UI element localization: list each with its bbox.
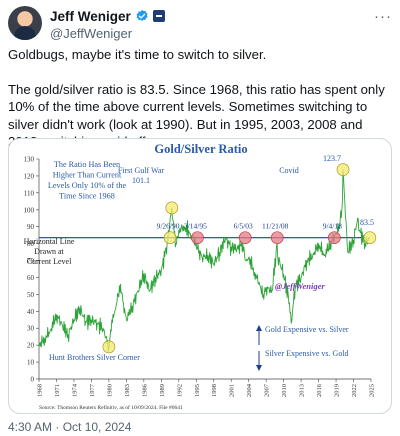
gulf-war-value: 101.1 (132, 176, 150, 185)
chart-title: Gold/Silver Ratio (154, 142, 247, 156)
event-marker-circle (238, 231, 252, 245)
event-marker-label: 9/26/90 (157, 222, 180, 231)
series-line (38, 169, 371, 353)
author-handle[interactable]: @JeffWeniger (50, 26, 133, 41)
event-marker-circle (270, 231, 284, 245)
silver-expensive-label: Silver Expensive vs. Gold (265, 349, 349, 358)
event-marker-circle (336, 163, 350, 177)
callout-text: The Ratio Has Been Higher Than Current Lev… (48, 160, 127, 201)
event-marker-label: 3/14/95 (184, 222, 207, 231)
callout-label: The Ratio Has Been Higher Than Current Lev… (48, 160, 127, 201)
y-tick-label: 0 (31, 376, 35, 384)
x-tick-label: 1977 (89, 383, 96, 397)
avatar[interactable] (8, 6, 42, 40)
covid-label: Covid (279, 166, 299, 175)
x-tick-label: 2025 (369, 384, 376, 397)
annotation-line: Horizontal Line (24, 237, 75, 246)
x-tick-label: 2022 (351, 384, 358, 397)
x-tick-label: 2007 (264, 383, 271, 397)
y-tick-label: 130 (24, 156, 35, 164)
attribution-watermark: @JeffWeniger (275, 281, 325, 291)
covid-value: 123.7 (323, 154, 341, 163)
annotation-line: Time Since 1968 (59, 192, 115, 201)
legend-arrows: Gold Expensive vs. Silver Silver Expensi… (256, 325, 349, 371)
annotation-line: The Ratio Has Been (54, 160, 120, 169)
event-marker-label: 6/5/03 (234, 222, 253, 231)
x-tick-label: 1983 (124, 384, 131, 397)
horizontal-line-label: Horizontal Line Drawn at Current Level (24, 237, 75, 266)
chart-axes: 0 10 20 30 40 50 60 70 80 90 100 110 120 130 1968 1971 1… (24, 156, 376, 398)
ratio-series-line (38, 169, 371, 353)
y-tick-label: 20 (27, 342, 35, 350)
more-icon[interactable]: ··· (374, 8, 392, 25)
horizontal-line-note: Horizontal Line Drawn at Current Level (24, 237, 75, 266)
x-tick-label: 1998 (211, 384, 218, 397)
annotation-line: Levels Only 10% of the (48, 181, 127, 190)
hunt-label: Hunt Brothers Silver Corner (49, 353, 140, 362)
y-tick-label: 80 (27, 240, 35, 248)
gulf-war-label: First Gulf War (118, 166, 165, 175)
gold-silver-ratio-chart: Gold/Silver Ratio 0 10 20 30 40 50 60 70 80 90 100… (24, 142, 377, 411)
arrow-down-icon (256, 365, 262, 371)
x-tick-label: 1980 (106, 384, 113, 397)
tweet-text: Goldbugs, maybe it's time to switch to s… (8, 46, 396, 151)
event-marker-label: 11/21/08 (262, 222, 289, 231)
tweet-image[interactable]: Gold/Silver Ratio 0 10 20 30 40 50 60 70 80 90 100… (8, 138, 392, 414)
x-tick-label: 1971 (54, 384, 61, 397)
x-tick-label: 1989 (159, 384, 166, 397)
event-marker-circle (191, 231, 204, 245)
x-tick-label: 2010 (281, 384, 288, 397)
y-tick-label: 110 (24, 189, 35, 197)
tweet-timestamp[interactable]: 4:30 AM · Oct 10, 2024 (8, 420, 132, 434)
verified-badge-icon[interactable] (135, 9, 149, 23)
x-tick-label: 1992 (176, 384, 183, 397)
x-tick-label: 2004 (246, 383, 253, 397)
y-tick-label: 120 (24, 172, 35, 180)
annotation-line: Current Level (27, 257, 72, 266)
author-name-row: Jeff Weniger (50, 8, 165, 24)
x-tick-label: 1995 (194, 384, 201, 397)
annotation-line: Higher Than Current (53, 171, 122, 180)
event-marker-circle (165, 201, 179, 215)
event-marker-circle (163, 231, 177, 245)
tweet-header: Jeff Weniger @JeffWeniger ··· (8, 6, 392, 42)
x-tick-label: 2013 (299, 384, 306, 397)
y-tick-label: 40 (27, 308, 35, 316)
event-marker-circle (363, 231, 377, 245)
arrow-up-icon (256, 325, 262, 331)
y-tick-label: 50 (27, 291, 35, 299)
x-tick-label: 2016 (316, 383, 323, 397)
x-tick-label: 1968 (37, 384, 44, 397)
y-tick-label: 10 (27, 359, 35, 367)
annotation-line: Drawn at (34, 247, 64, 256)
x-tick-label: 2019 (334, 384, 341, 397)
annotation-labels: Hunt Brothers Silver Corner First Gulf W… (49, 154, 374, 362)
event-marker-circle (102, 340, 116, 354)
tweet-text-line: Goldbugs, maybe it's time to switch to s… (8, 47, 267, 62)
event-markers: 9/26/90 3/14/95 6/5/03 11/21/08 9/4/18 (102, 163, 377, 354)
y-tick-label: 30 (27, 325, 35, 333)
source-note: Source: Thomson Reuters Refinitiv, as of… (39, 404, 183, 411)
y-tick-label: 90 (27, 223, 35, 231)
organization-badge-icon[interactable] (152, 10, 165, 22)
y-tick-label: 100 (24, 206, 35, 214)
x-tick-label: 2001 (229, 384, 236, 397)
gold-expensive-label: Gold Expensive vs. Silver (265, 325, 349, 334)
current-value-label: 83.5 (360, 218, 374, 227)
event-marker-label: 9/4/18 (323, 222, 342, 231)
x-tick-label: 1974 (71, 383, 78, 397)
author-display-name[interactable]: Jeff Weniger (50, 8, 131, 24)
event-marker-circle (327, 231, 341, 245)
x-tick-label: 1986 (141, 383, 148, 397)
y-tick-label: 70 (27, 257, 35, 265)
y-tick-label: 60 (27, 274, 35, 282)
